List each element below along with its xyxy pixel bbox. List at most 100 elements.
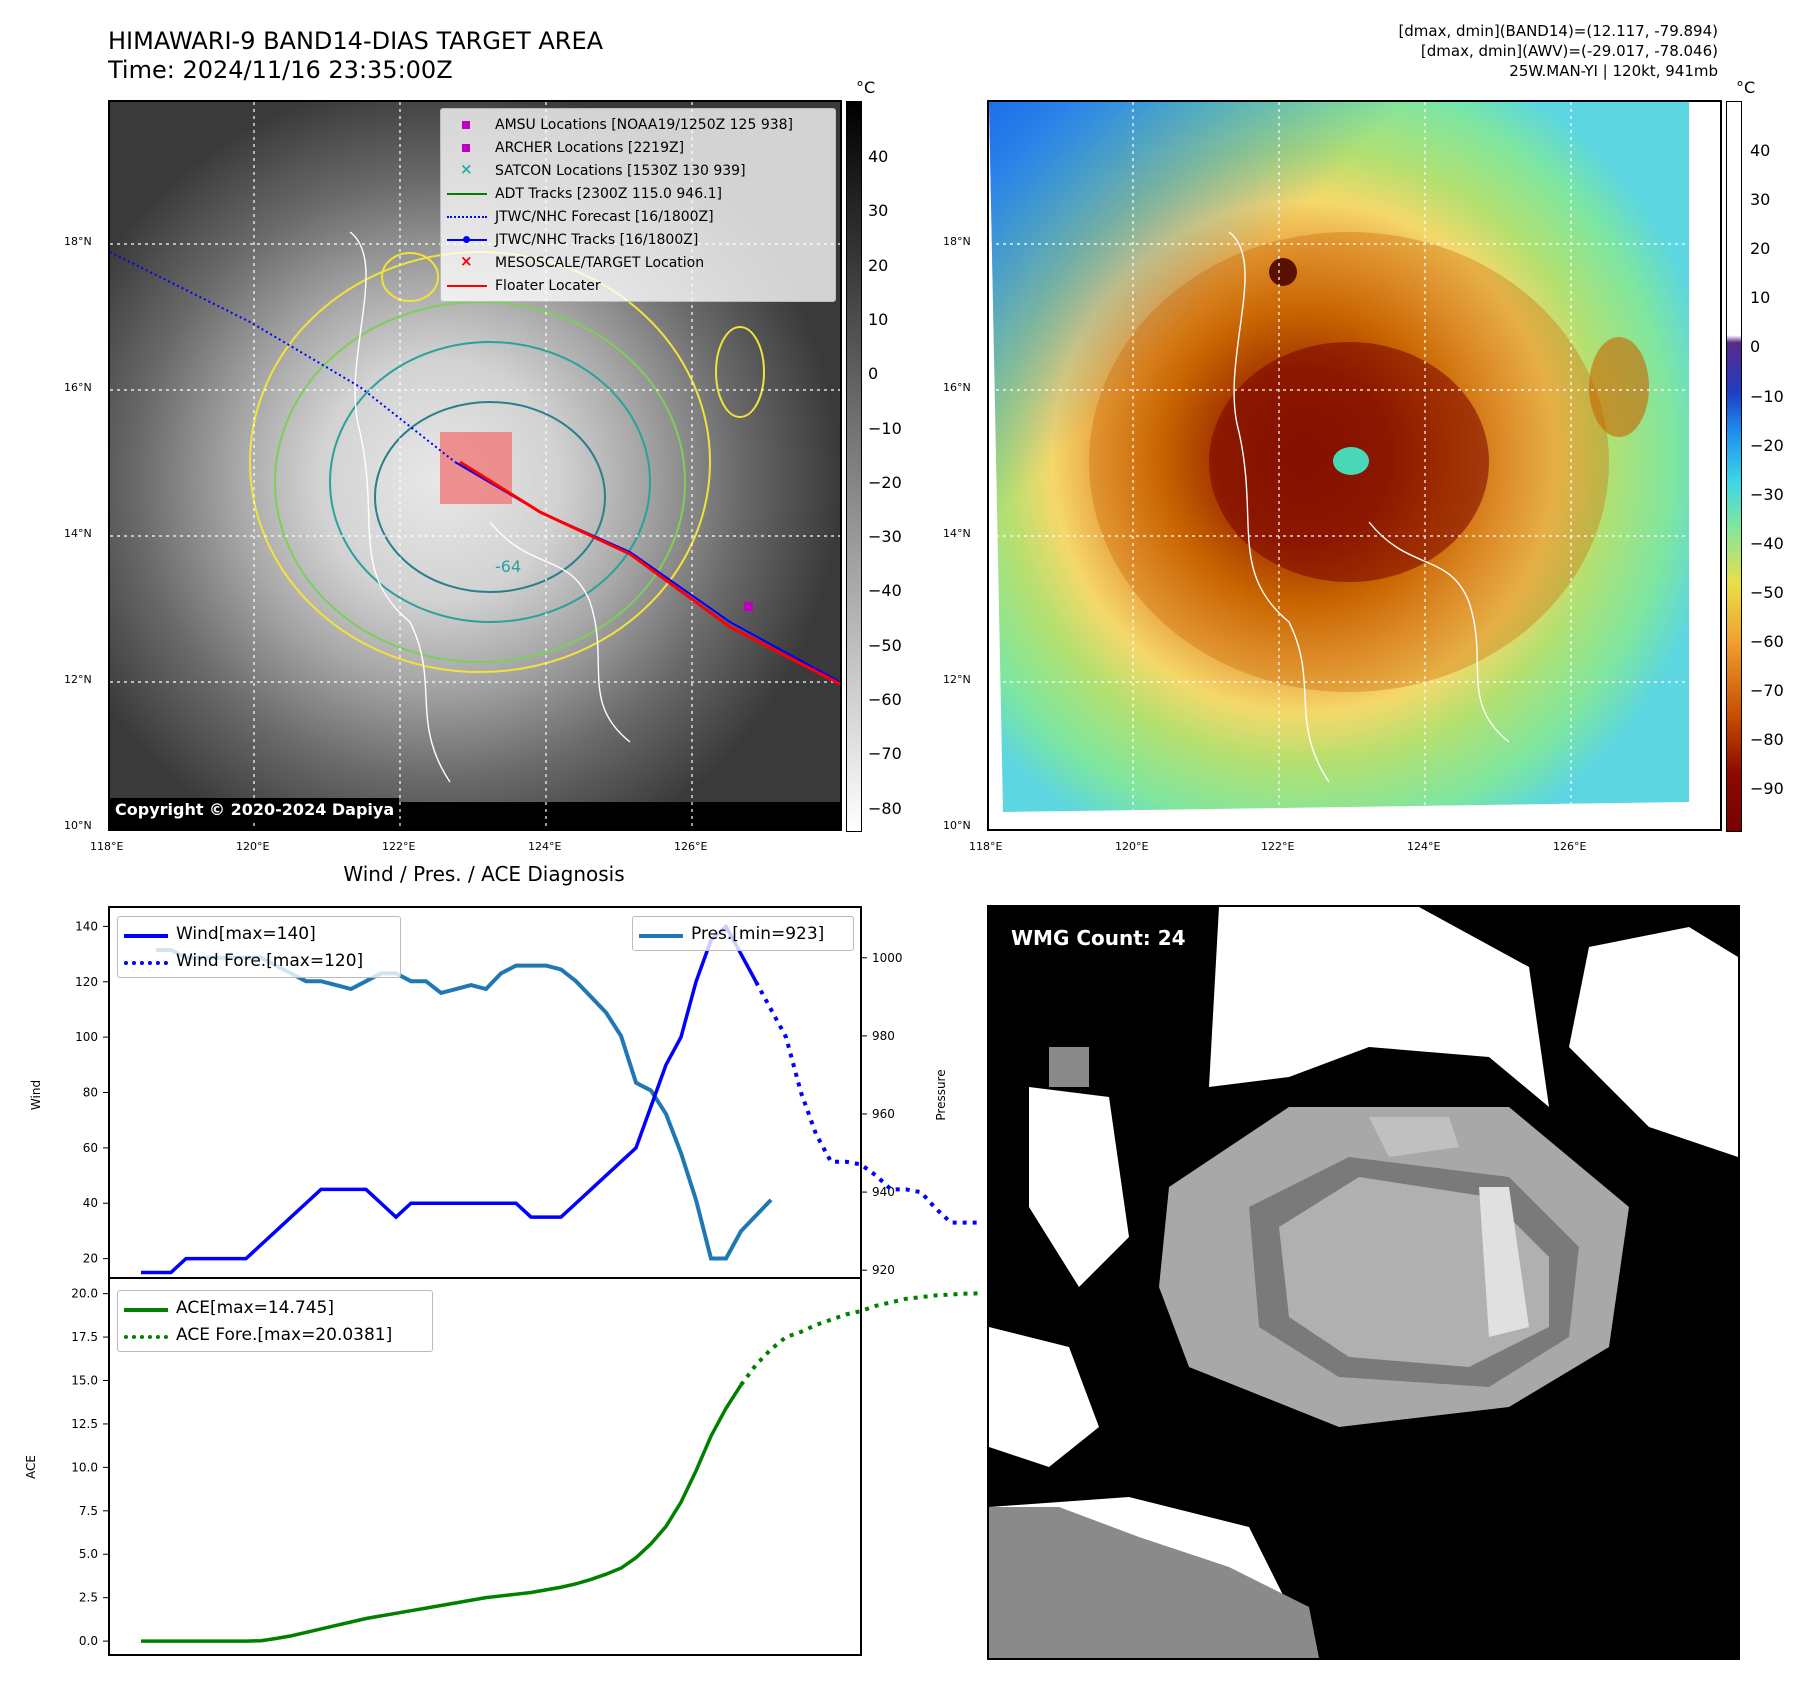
wind-tick-label: 140	[75, 919, 98, 933]
legend-label: ARCHER Locations [2219Z]	[495, 139, 685, 156]
lat-tick-label: 10°N	[64, 819, 92, 832]
colorbar-tick-label: −70	[868, 744, 902, 764]
legend-label: Pres.[min=923]	[691, 923, 825, 944]
lon-tick-label: 120°E	[1115, 840, 1149, 853]
lon-tick-label: 118°E	[90, 840, 124, 853]
colorbar-tick-label: 10	[1750, 288, 1771, 308]
map-legend-item: AMSU Locations [NOAA19/1250Z 125 938]	[441, 113, 835, 136]
colorbar-tick-label: −40	[1750, 533, 1784, 553]
map-legend-item: ARCHER Locations [2219Z]	[441, 136, 835, 159]
legend-label: Wind Fore.[max=120]	[176, 950, 364, 971]
colorbar-tick-label: 20	[868, 255, 889, 275]
legend-swatch	[639, 926, 683, 942]
colorbar-tick-label: −60	[868, 690, 902, 709]
ace-tick-label: 5.0	[79, 1547, 98, 1561]
colorbar-tick-label: 40	[1750, 141, 1771, 160]
map-legend-item: Floater Locater	[441, 274, 835, 297]
lon-tick-label: 120°E	[236, 840, 270, 853]
colorbar-tick-label: −70	[1750, 681, 1784, 701]
legend-swatch	[447, 232, 487, 248]
chart-title-line2: Time: 2024/11/16 23:35:00Z	[108, 56, 453, 84]
lon-tick-label: 122°E	[1261, 840, 1295, 853]
colorbar-tick-label: −80	[868, 798, 902, 818]
map-legend-item: ADT Tracks [2300Z 115.0 946.1]	[441, 182, 835, 205]
colorbar-tick-label: −20	[868, 472, 902, 492]
colorbar-tick-label: −80	[1750, 730, 1784, 750]
colorbar-tick-label: −30	[868, 527, 902, 547]
legend-swatch	[447, 209, 487, 225]
legend-item: Wind Fore.[max=120]	[118, 947, 400, 974]
map-legend-item: × SATCON Locations [1530Z 130 939]	[441, 159, 835, 182]
lat-tick-label: 14°N	[943, 527, 971, 540]
chart-title-line1: HIMAWARI-9 BAND14-DIAS TARGET AREA	[108, 27, 604, 55]
colorbar-tick-label: 30	[868, 201, 889, 221]
colorbar-color	[1726, 101, 1742, 832]
colorbar-tick-label: 30	[1750, 190, 1771, 210]
wind-legend: Wind[max=140] Wind Fore.[max=120]	[117, 916, 401, 978]
wind-tick-label: 60	[83, 1141, 98, 1155]
wind-line	[141, 923, 758, 1275]
lat-tick-label: 10°N	[943, 819, 971, 832]
legend-item: ACE Fore.[max=20.0381]	[118, 1321, 432, 1348]
lon-tick-label: 124°E	[1407, 840, 1441, 853]
ace-line	[141, 1383, 743, 1643]
lon-tick-label: 126°E	[1553, 840, 1587, 853]
colorbar-tick-label: −50	[868, 635, 902, 655]
legend-swatch	[124, 926, 168, 942]
ace-forecast-line	[739, 1291, 980, 1387]
wind-tick-label: 100	[75, 1030, 98, 1044]
ace-tick-label: 0.0	[79, 1634, 98, 1648]
lat-tick-label: 16°N	[943, 381, 971, 394]
colorbar-gray-unit: °C	[856, 78, 876, 97]
colorbar-color-unit: °C	[1736, 78, 1756, 97]
colorbar-tick-label: 0	[1750, 337, 1761, 357]
pres-tick-label: 940	[872, 1185, 895, 1199]
lat-tick-label: 14°N	[64, 527, 92, 540]
legend-label: JTWC/NHC Forecast [16/1800Z]	[495, 208, 714, 225]
wind-axis-label: Wind	[29, 1080, 43, 1110]
legend-label: Wind[max=140]	[176, 923, 316, 944]
lon-tick-label: 124°E	[528, 840, 562, 853]
legend-label: ACE Fore.[max=20.0381]	[176, 1324, 393, 1345]
ace-tick-label: 10.0	[71, 1460, 98, 1474]
lat-tick-label: 16°N	[64, 381, 92, 394]
legend-item: Pres.[min=923]	[633, 920, 853, 947]
legend-swatch: ×	[460, 251, 473, 270]
ir-map-panel: -64 Copyright © 2020-2024 Dapiya AMSU Lo…	[108, 100, 842, 831]
wind-tick-label: 120	[75, 975, 98, 989]
map-legend-item: JTWC/NHC Tracks [16/1800Z]	[441, 228, 835, 251]
legend-label: Floater Locater	[495, 277, 601, 294]
colorbar-tick-label: 20	[1750, 239, 1771, 259]
wmg-panel: WMG Count: 24	[987, 905, 1740, 1660]
pres-tick-label: 1000	[872, 951, 903, 965]
pres-tick-label: 980	[872, 1029, 895, 1043]
colorbar-tick-label: −60	[1750, 632, 1784, 651]
legend-swatch	[447, 140, 487, 156]
lon-tick-label: 118°E	[969, 840, 1003, 853]
map-legend-item: × MESOSCALE/TARGET Location	[441, 251, 835, 274]
legend-item: ACE[max=14.745]	[118, 1294, 432, 1321]
wind-tick-label: 40	[83, 1196, 98, 1210]
info-line1: [dmax, dmin](BAND14)=(12.117, -79.894)	[1398, 22, 1718, 40]
pres-axis-label: Pressure	[934, 1069, 948, 1120]
colorbar-tick-label: 40	[868, 147, 889, 166]
diagnosis-chart: 20 40 60 80 100 120 140 920 940 960 980 1000 0.0 2.5 5…	[24, 906, 980, 1656]
colorbar-tick-label: 10	[868, 309, 889, 329]
awv-map-panel	[987, 100, 1722, 831]
colorbar-tick-label: −10	[868, 418, 902, 438]
legend-label: MESOSCALE/TARGET Location	[495, 254, 705, 271]
ace-tick-label: 7.5	[79, 1504, 98, 1518]
lon-tick-label: 122°E	[382, 840, 416, 853]
colorbar-tick-label: 0	[868, 364, 879, 384]
diagnosis-title: Wind / Pres. / ACE Diagnosis	[343, 862, 625, 886]
wmg-count-label: WMG Count: 24	[1003, 921, 1194, 955]
lat-tick-label: 18°N	[64, 235, 92, 248]
legend-label: ACE[max=14.745]	[176, 1297, 334, 1318]
legend-label: SATCON Locations [1530Z 130 939]	[495, 162, 746, 179]
legend-swatch	[124, 1300, 168, 1316]
colorbar-tick-label: −30	[1750, 484, 1784, 504]
colorbar-tick-label: −90	[1750, 779, 1784, 799]
legend-swatch	[124, 1327, 168, 1343]
lat-tick-label: 12°N	[943, 673, 971, 686]
info-line2: [dmax, dmin](AWV)=(-29.017, -78.046)	[1420, 42, 1718, 60]
